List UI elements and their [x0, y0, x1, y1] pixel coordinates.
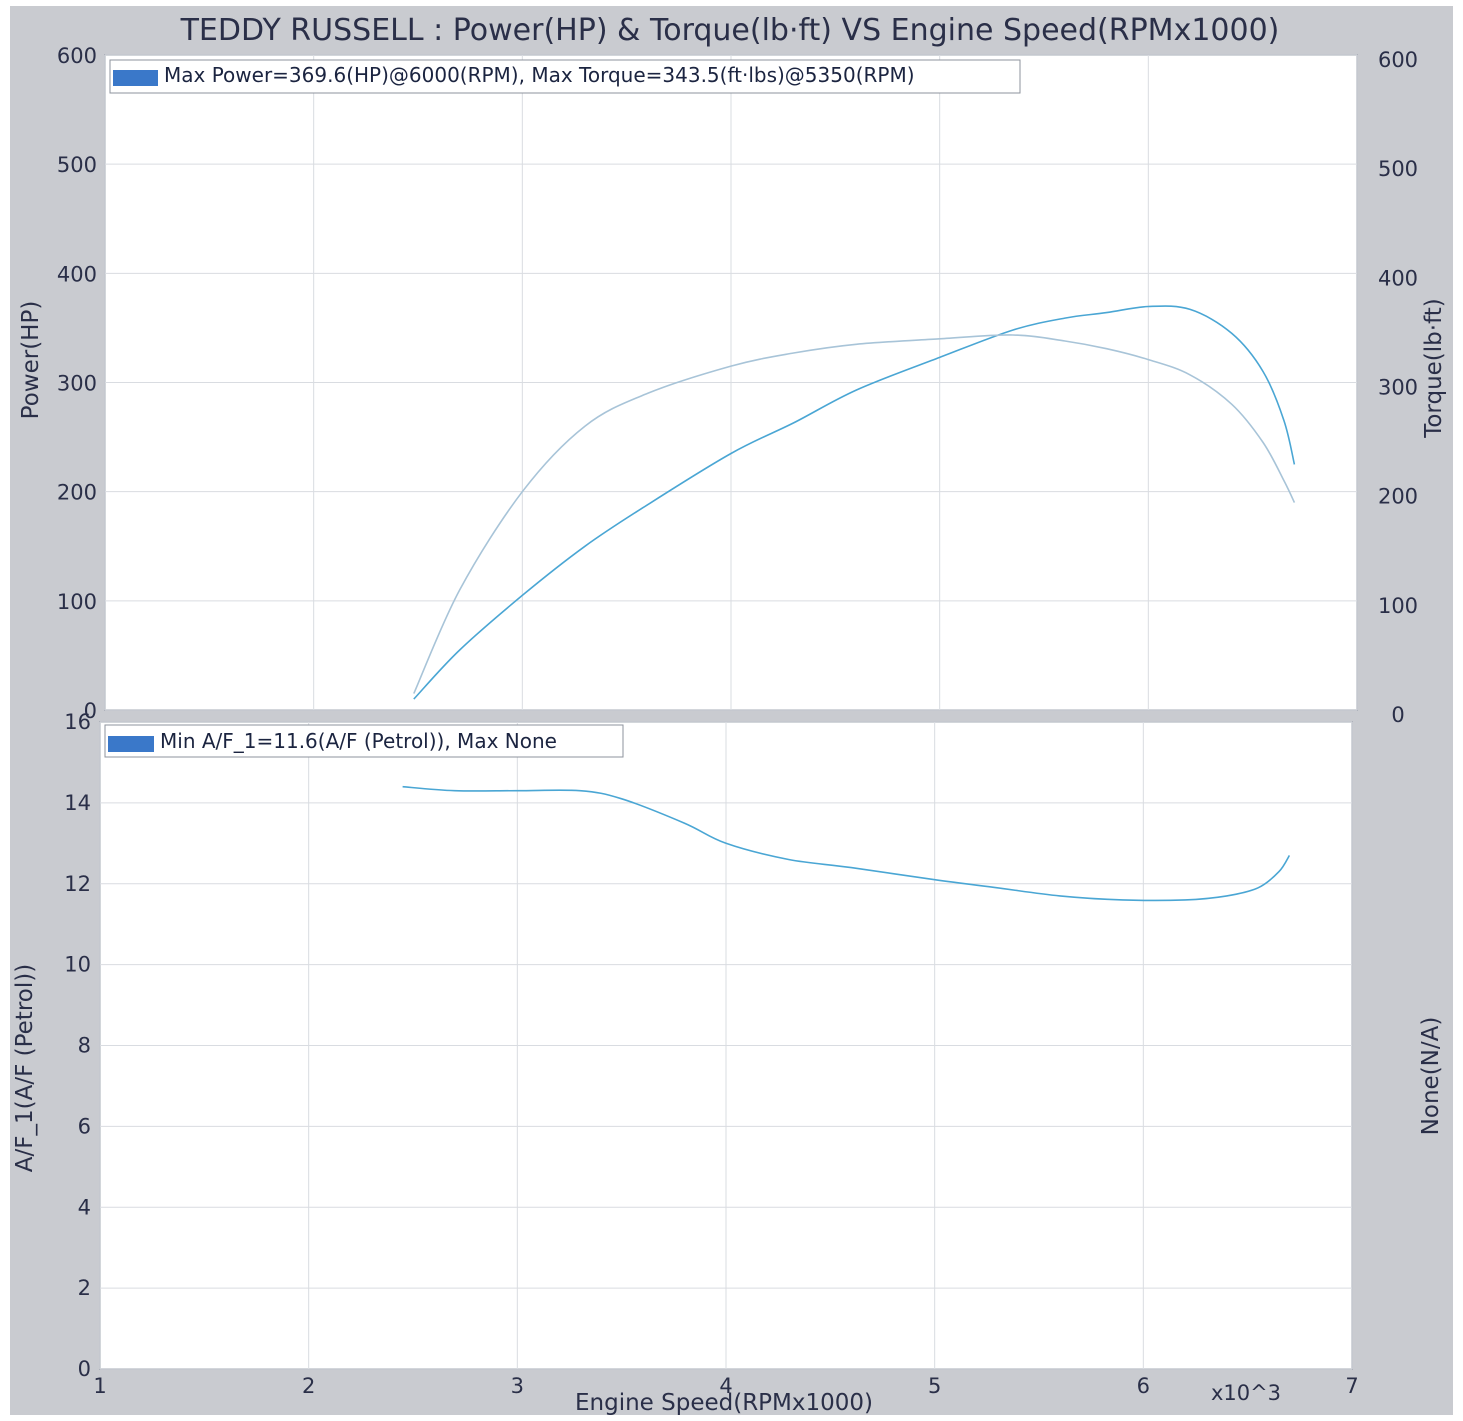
x-tick-label: 1 — [93, 1374, 106, 1398]
x-multiplier-label: x10^3 — [1211, 1381, 1281, 1405]
torque-tick-label: 0 — [1391, 703, 1404, 727]
power-tick-label: 400 — [57, 262, 97, 286]
top-series — [413, 305, 1296, 700]
af-tick-label: 6 — [78, 1114, 91, 1138]
x-tick-label: 7 — [1345, 1374, 1358, 1398]
x-tick-label: 5 — [928, 1374, 941, 1398]
x-tick-label: 3 — [511, 1374, 524, 1398]
torque-tick-label: 400 — [1378, 266, 1418, 290]
torque-tick-label: 100 — [1378, 594, 1418, 618]
bottom-grid — [99, 721, 1353, 1370]
chart-title: TEDDY RUSSELL : Power(HP) & Torque(lb·ft… — [180, 13, 1280, 48]
top-left-tick-labels: 0 100 200 300 400 500 600 — [57, 44, 97, 723]
power-tick-label: 100 — [57, 590, 97, 614]
torque-series-line — [413, 334, 1296, 694]
bottom-legend-box — [104, 724, 624, 758]
none-axis-title: None(N/A) — [1418, 1017, 1444, 1136]
torque-tick-label: 600 — [1378, 48, 1418, 72]
af-tick-label: 0 — [78, 1357, 91, 1381]
af-tick-label: 10 — [64, 953, 91, 977]
af-tick-label: 14 — [64, 791, 91, 815]
power-tick-label: 200 — [57, 481, 97, 505]
x-tick-label: 6 — [1137, 1374, 1150, 1398]
af-tick-label: 2 — [78, 1276, 91, 1300]
af-tick-label: 8 — [78, 1034, 91, 1058]
af-axis-title: A/F_1(A/F (Petrol)) — [12, 964, 38, 1172]
torque-tick-label: 200 — [1378, 485, 1418, 509]
bottom-legend-swatch — [108, 736, 154, 752]
torque-axis-title: Torque(lb·ft) — [1421, 298, 1447, 439]
af-tick-label: 12 — [64, 872, 91, 896]
top-legend-swatch — [113, 70, 158, 86]
top-legend: Max Power=369.6(HP)@6000(RPM), Max Torqu… — [109, 59, 1021, 94]
power-tick-label: 600 — [57, 44, 97, 68]
power-tick-label: 0 — [84, 699, 97, 723]
x-tick-label: 2 — [302, 1374, 315, 1398]
torque-tick-label: 300 — [1378, 376, 1418, 400]
power-axis-title: Power(HP) — [18, 301, 44, 420]
torque-tick-label: 500 — [1378, 157, 1418, 181]
x-axis-title: Engine Speed(RPMx1000) — [575, 1390, 873, 1416]
top-right-tick-labels: 0 100 200 300 400 500 600 — [1378, 48, 1418, 727]
bottom-legend-label: Min A/F_1=11.6(A/F (Petrol)), Max None — [160, 729, 557, 753]
power-series-line — [413, 305, 1296, 700]
af-tick-label: 4 — [78, 1195, 91, 1219]
af-series-line — [402, 785, 1291, 902]
top-grid — [104, 54, 1358, 711]
top-legend-box — [109, 59, 1021, 94]
power-tick-label: 500 — [57, 153, 97, 177]
bottom-left-tick-labels: 0 2 4 6 8 10 12 14 16 — [64, 710, 91, 1381]
af-tick-label: 16 — [64, 710, 91, 734]
x-tick-labels: 1 2 3 4 5 6 7 — [93, 1374, 1358, 1398]
bottom-legend: Min A/F_1=11.6(A/F (Petrol)), Max None — [104, 724, 624, 758]
x-tick-label: 4 — [719, 1374, 732, 1398]
bottom-series — [402, 785, 1291, 902]
power-tick-label: 300 — [57, 372, 97, 396]
top-legend-label: Max Power=369.6(HP)@6000(RPM), Max Torqu… — [164, 63, 915, 87]
